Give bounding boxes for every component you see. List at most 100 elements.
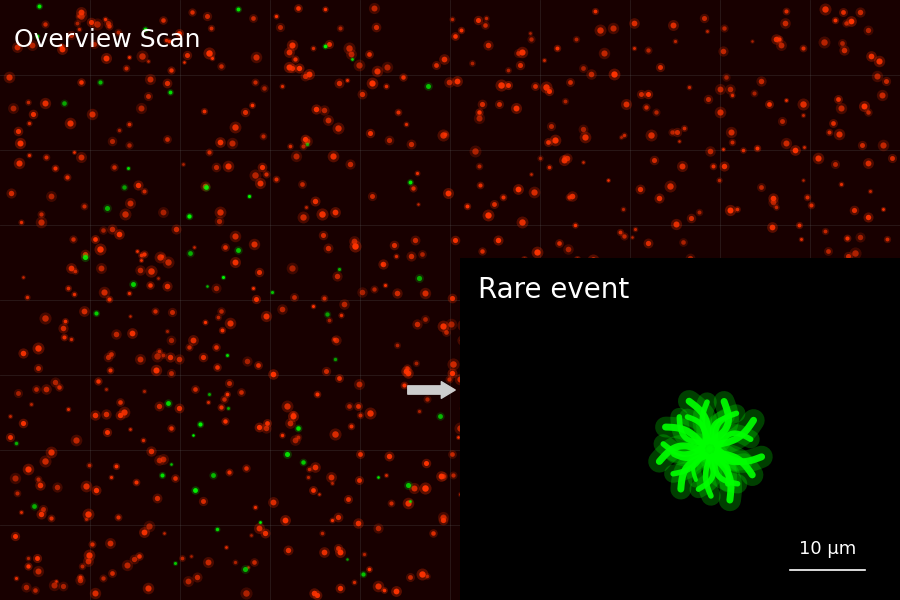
Point <box>842 310 857 320</box>
Point <box>841 451 855 461</box>
Point <box>15 419 30 428</box>
Point <box>669 219 683 229</box>
Point <box>546 370 561 379</box>
Point <box>89 308 104 318</box>
Point <box>218 416 232 425</box>
Point <box>202 148 216 157</box>
Point <box>106 162 121 172</box>
Point <box>391 107 405 117</box>
Point <box>716 412 731 421</box>
Point <box>790 568 805 578</box>
Point <box>562 192 576 202</box>
Point <box>182 343 196 352</box>
Point <box>455 335 470 344</box>
Point <box>492 394 507 403</box>
Point <box>34 218 49 227</box>
Point <box>639 103 653 112</box>
Point <box>64 334 78 344</box>
Point <box>47 581 61 590</box>
Point <box>457 403 472 413</box>
Point <box>351 476 365 485</box>
Point <box>662 368 676 377</box>
Point <box>399 119 413 129</box>
Point <box>841 251 855 261</box>
Point <box>3 433 17 442</box>
Point <box>213 137 228 146</box>
Point <box>49 576 63 586</box>
Point <box>689 512 704 521</box>
Point <box>67 289 81 299</box>
Point <box>390 340 404 350</box>
Point <box>528 384 543 394</box>
Point <box>576 64 590 73</box>
Point <box>512 61 526 70</box>
Point <box>169 224 184 234</box>
Point <box>401 480 416 490</box>
Point <box>756 365 770 374</box>
Point <box>606 23 620 33</box>
Point <box>408 236 422 245</box>
Point <box>550 44 564 53</box>
Point <box>50 482 64 492</box>
Point <box>702 146 716 155</box>
Point <box>34 509 49 519</box>
Point <box>744 37 759 46</box>
Point <box>99 384 113 394</box>
Point <box>31 344 45 353</box>
Point <box>389 251 403 261</box>
Point <box>624 428 638 437</box>
Point <box>337 299 351 309</box>
Point <box>677 123 691 133</box>
Point <box>149 493 164 502</box>
Point <box>692 207 706 217</box>
Point <box>49 576 63 586</box>
Point <box>589 433 603 443</box>
Point <box>58 316 72 326</box>
Point <box>571 471 585 481</box>
Point <box>825 557 840 567</box>
Point <box>339 76 354 85</box>
Point <box>332 265 347 274</box>
Point <box>117 209 131 219</box>
Point <box>280 401 294 411</box>
Point <box>730 204 744 214</box>
Point <box>825 583 840 593</box>
Point <box>85 110 99 119</box>
Point <box>706 320 721 329</box>
Point <box>500 65 515 74</box>
Point <box>321 39 336 49</box>
Point <box>73 572 87 581</box>
Point <box>848 248 862 257</box>
Point <box>472 107 486 116</box>
Point <box>670 501 685 511</box>
Point <box>734 320 748 329</box>
Point <box>355 287 369 297</box>
Point <box>183 248 197 258</box>
Point <box>706 161 720 171</box>
Point <box>143 74 157 83</box>
Point <box>156 207 170 217</box>
Point <box>286 409 301 418</box>
Point <box>310 389 325 398</box>
Point <box>203 23 218 32</box>
Point <box>496 192 510 202</box>
Point <box>765 193 779 203</box>
Point <box>251 267 266 277</box>
Point <box>131 551 146 561</box>
Point <box>127 554 141 564</box>
Point <box>347 236 362 245</box>
Point <box>328 208 342 217</box>
Point <box>408 236 422 245</box>
Point <box>684 213 698 223</box>
Point <box>865 364 879 374</box>
Point <box>464 470 478 479</box>
Point <box>211 312 225 322</box>
Point <box>843 346 858 355</box>
Point <box>20 292 34 302</box>
Point <box>505 503 519 512</box>
Point <box>150 351 165 361</box>
Point <box>543 512 557 522</box>
Point <box>654 481 669 490</box>
Point <box>533 153 547 163</box>
Point <box>685 403 699 413</box>
